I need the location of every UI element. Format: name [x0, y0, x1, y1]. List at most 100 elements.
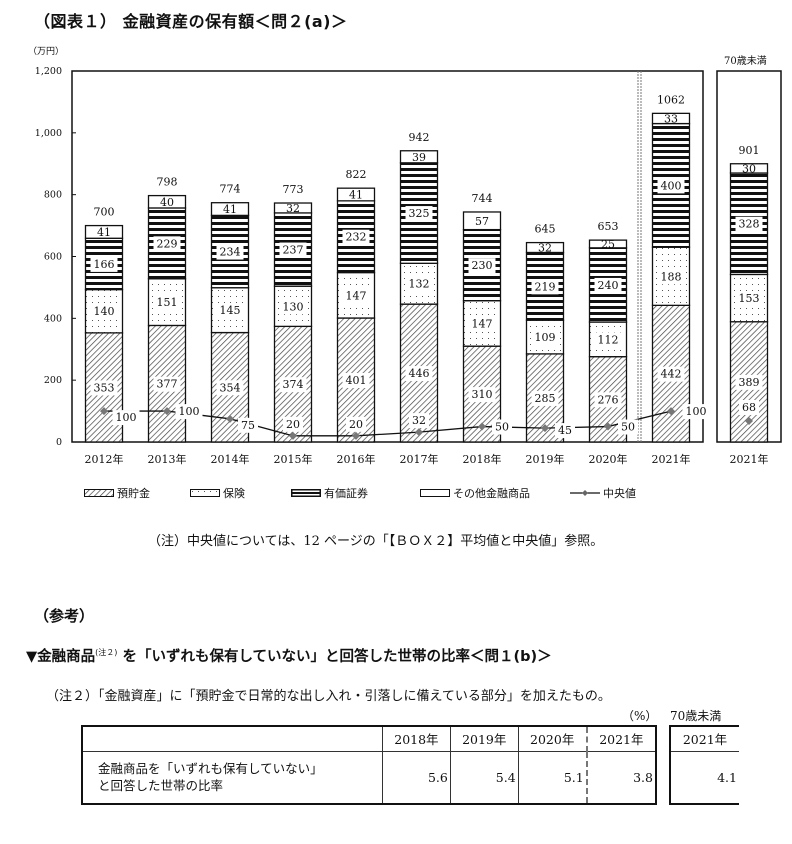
- legend-item-insurance: 保険: [190, 485, 245, 501]
- segment-value-label: 377: [157, 378, 178, 391]
- segment-value-label: 229: [157, 237, 178, 250]
- table-col-2020: 2020年: [517, 726, 588, 752]
- x-tick-label: 2012年: [85, 452, 124, 466]
- segment-value-label: 41: [97, 226, 111, 239]
- median-marker: [163, 407, 171, 416]
- bar-segment-other: [210, 202, 250, 217]
- bar-segment-other: [147, 194, 187, 209]
- segment-value-label: 33: [664, 112, 678, 125]
- segment-value-label: 140: [94, 305, 115, 318]
- bar-total-label: 773: [283, 183, 304, 196]
- segment-value-label: 188: [661, 270, 682, 283]
- y-tick-label: 0: [56, 437, 62, 448]
- bar-total-label: 774: [220, 183, 241, 196]
- segment-value-label: 132: [409, 278, 430, 291]
- stacked-bar-chart: 0 200 400 600 800 1,000 1,200 100 100 75 20 20 32 50…: [35, 66, 782, 466]
- segment-value-label: 232: [346, 231, 367, 244]
- chart-title: （図表１） 金融資産の保有額＜問２(a)＞: [34, 12, 348, 31]
- legend-item-savings: 預貯金: [84, 485, 150, 501]
- chart-legend: 預貯金 保険 有価証券 その他金融商品 中央値: [84, 485, 666, 501]
- median-marker: [100, 407, 108, 416]
- y-tick-label: 600: [44, 252, 62, 263]
- segment-value-label: 151: [157, 296, 178, 309]
- segment-value-label: 153: [739, 292, 760, 305]
- segment-value-label: 32: [286, 202, 300, 215]
- median-marker: [541, 424, 549, 433]
- legend-item-other: その他金融商品: [420, 485, 530, 501]
- segment-value-label: 130: [283, 300, 304, 313]
- median-marker: [604, 422, 612, 431]
- segment-value-label: 234: [220, 246, 241, 259]
- bar-segment-other: [462, 211, 502, 231]
- x-tick-label: 2017年: [400, 452, 439, 466]
- under70-table-cell: 4.1: [717, 769, 737, 785]
- median-value-label: 50: [621, 421, 635, 434]
- bar-total-label: 798: [157, 176, 178, 189]
- bar-total-label: 942: [409, 131, 430, 144]
- y-tick-label: 1,000: [35, 128, 62, 139]
- percent-unit: （%）: [622, 709, 658, 723]
- median-marker: [289, 431, 297, 440]
- bar-segment-other: [588, 239, 628, 249]
- bar-total-label: 700: [94, 206, 115, 219]
- segment-value-label: 109: [535, 331, 556, 344]
- segment-value-label: 219: [535, 280, 556, 293]
- x-tick-label: 2021年: [652, 452, 691, 466]
- segment-value-label: 57: [475, 215, 489, 228]
- segment-value-label: 328: [739, 218, 760, 231]
- reference-subtitle: ▼金融商品(注２) を「いずれも保有していない」と回答した世帯の比率＜問１(b)…: [26, 648, 552, 665]
- segment-value-label: 230: [472, 259, 493, 272]
- bar-segment-other: [399, 150, 439, 164]
- segment-value-label: 285: [535, 392, 556, 405]
- segment-value-label: 41: [223, 203, 237, 216]
- segment-value-label: 400: [661, 179, 682, 192]
- median-marker: [226, 414, 234, 423]
- segment-value-label: 276: [598, 393, 619, 406]
- segment-value-label: 354: [220, 381, 241, 394]
- median-marker: [352, 431, 360, 440]
- segment-value-label: 30: [742, 162, 756, 175]
- median-value-label: 100: [116, 411, 137, 424]
- table-corner: [82, 726, 383, 752]
- bar-total-label: 901: [739, 144, 760, 157]
- median-value-label: 20: [286, 418, 300, 431]
- table-header-row: 2018年 2019年 2020年 2021年: [82, 726, 656, 752]
- segment-value-label: 446: [409, 367, 430, 380]
- table-cell-2019: 5.4: [449, 750, 519, 804]
- x-tick-label: 2016年: [337, 452, 376, 466]
- segment-value-label: 237: [283, 244, 304, 257]
- median-marker: [745, 416, 753, 425]
- x-tick-label: 2020年: [589, 452, 628, 466]
- bar-segment-other: [336, 187, 376, 202]
- median-value-label: 100: [686, 405, 707, 418]
- under70-table-header-row: 2021年: [670, 726, 739, 752]
- median-value-label: 20: [349, 418, 363, 431]
- x-tick-label: 2014年: [211, 452, 250, 466]
- y-tick-label: 400: [44, 313, 62, 324]
- x-tick-label: 2013年: [148, 452, 187, 466]
- table-cell-2021: 3.8: [586, 750, 656, 804]
- segment-value-label: 147: [346, 289, 367, 302]
- bar-total-label: 653: [598, 220, 619, 233]
- y-axis-unit: （万円）: [28, 47, 65, 57]
- segment-value-label: 353: [94, 381, 115, 394]
- median-marker: [667, 407, 675, 416]
- median-marker: [478, 422, 486, 431]
- table-row-label: 金融商品を「いずれも保有していない」 と回答した世帯の比率: [82, 750, 383, 804]
- horizontal-stripe-swatch-icon: [291, 489, 321, 497]
- table-col-2019: 2019年: [449, 726, 519, 752]
- segment-value-label: 32: [538, 242, 552, 255]
- x-tick-label: 2021年: [730, 452, 769, 466]
- table-col-2021: 2021年: [586, 726, 656, 752]
- segment-value-label: 240: [598, 279, 619, 292]
- diamond-line-marker-icon: [570, 490, 600, 496]
- segment-value-label: 39: [412, 151, 426, 164]
- table-col-2018: 2018年: [382, 726, 451, 752]
- median-value-label: 75: [241, 419, 255, 432]
- bar-segment-other: [525, 241, 565, 254]
- table-row: 金融商品を「いずれも保有していない」 と回答した世帯の比率 5.6 5.4 5.1…: [82, 750, 656, 804]
- note-2: （注２）「金融資産」に「預貯金で日常的な出し入れ・引落しに備えている部分」を加え…: [46, 689, 611, 704]
- median-value-label: 50: [495, 421, 509, 434]
- dotted-swatch-icon: [190, 489, 220, 497]
- median-marker: [415, 428, 423, 437]
